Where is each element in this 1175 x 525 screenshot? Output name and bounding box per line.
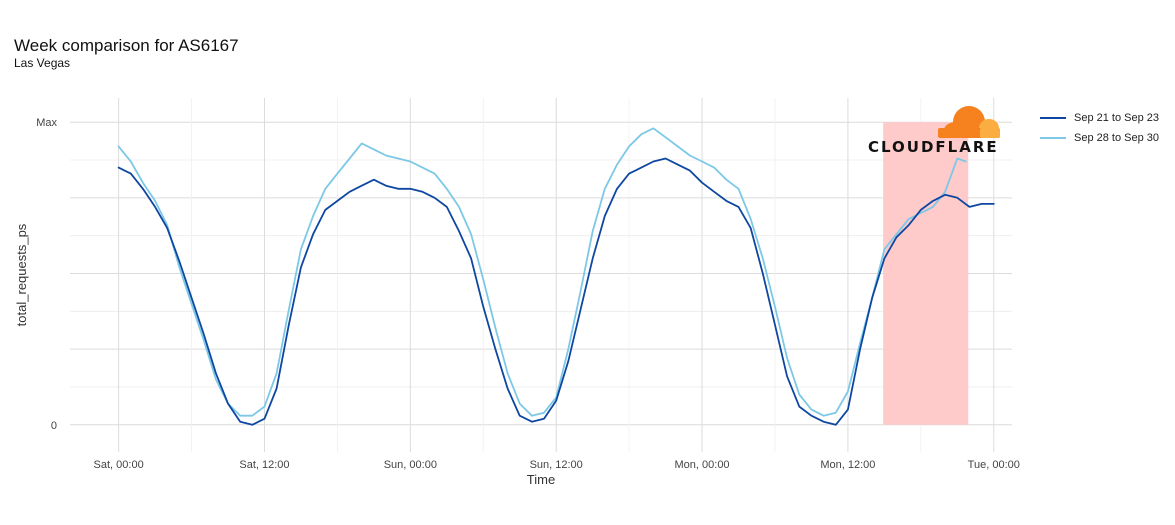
legend: Sep 21 to Sep 23 Sep 28 to Sep 30 [1040, 108, 1159, 148]
legend-item-series-2: Sep 28 to Sep 30 [1040, 128, 1159, 148]
legend-swatch [1040, 137, 1066, 139]
x-tick-label: Tue, 00:00 [968, 459, 1020, 471]
x-axis-title: Time [527, 472, 555, 487]
x-tick-label: Sun, 00:00 [384, 459, 437, 471]
series-line-1 [117, 157, 995, 426]
logo-wordmark: CLOUDFLARE [868, 138, 999, 156]
x-tick-label: Mon, 00:00 [675, 459, 730, 471]
highlight-rect [883, 122, 969, 425]
legend-swatch [1040, 117, 1066, 119]
legend-label: Sep 28 to Sep 30 [1074, 132, 1160, 144]
series-line-2 [117, 127, 967, 417]
x-tick-label: Sat, 00:00 [94, 459, 144, 471]
highlight-region [883, 122, 969, 425]
y-axis-title: total_requests_ps [14, 223, 29, 326]
chart-subtitle: Las Vegas [14, 56, 71, 70]
x-tick-label: Sun, 12:00 [530, 459, 583, 471]
legend-label: Sep 21 to Sep 23 [1074, 112, 1160, 124]
x-tick-label: Mon, 12:00 [820, 459, 875, 471]
cloud-icon [938, 106, 1000, 138]
legend-item-series-1: Sep 21 to Sep 23 [1040, 108, 1159, 128]
y-tick-label: 0 [51, 420, 57, 432]
chart-title: Week comparison for AS6167 [14, 36, 239, 55]
cloudflare-logo: CLOUDFLARE [868, 104, 1004, 156]
series-layer [117, 127, 995, 426]
x-tick-label: Sat, 12:00 [239, 459, 289, 471]
y-tick-label: Max [36, 117, 57, 129]
axes: Sat, 00:00 Sat, 12:00 Sun, 00:00 Sun, 12:00… [14, 117, 1020, 487]
